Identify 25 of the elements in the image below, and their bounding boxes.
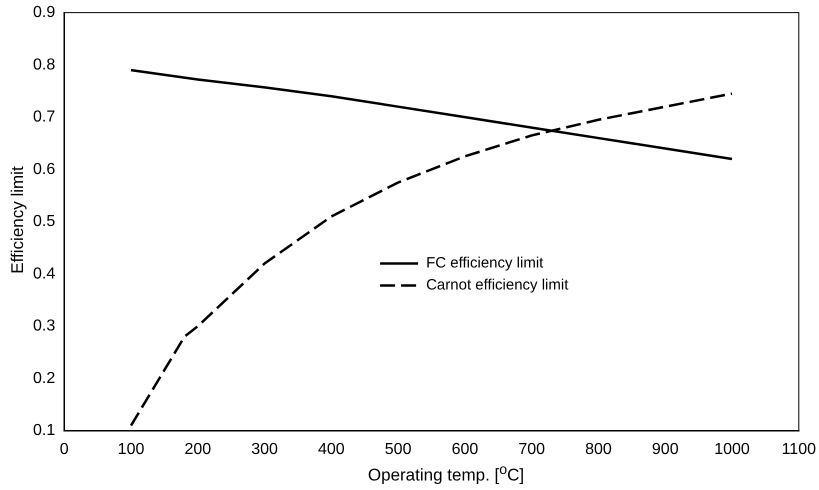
x-axis-title: Operating temp. [$^{o}$C] — [366, 462, 526, 486]
y-axis-title: Efficiency limit — [8, 165, 28, 276]
y-tick-label: 0.3 — [32, 318, 56, 335]
y-tick-label: 0.2 — [32, 370, 56, 387]
x-tick-label: 700 — [518, 440, 546, 458]
x-tick-label: 800 — [585, 440, 612, 458]
x-tick-label: 300 — [251, 440, 278, 458]
x-tick-label: 1100 — [782, 440, 816, 458]
y-tick-label: 0.1 — [32, 422, 56, 440]
legend-label: FC efficiency limit — [426, 254, 544, 272]
x-tick-label: 600 — [452, 440, 478, 458]
x-tick-label: 0 — [60, 440, 69, 458]
legend-label: Carnot efficiency limit — [426, 276, 570, 294]
y-tick-label: 0.7 — [32, 108, 56, 126]
x-tick-label: 400 — [318, 440, 345, 458]
y-tick-label: 0.6 — [32, 160, 56, 178]
y-tick-label: 0.9 — [32, 4, 56, 22]
x-tick-label: 200 — [184, 440, 212, 458]
y-tick-label: 0.4 — [32, 265, 56, 282]
y-tick-label: 0.8 — [32, 56, 56, 74]
x-tick-label: 1000 — [714, 440, 750, 458]
y-tick-label: 0.5 — [32, 213, 56, 230]
x-tick-label: 500 — [384, 440, 412, 458]
x-tick-label: 100 — [118, 440, 144, 458]
x-tick-label: 900 — [652, 440, 679, 458]
